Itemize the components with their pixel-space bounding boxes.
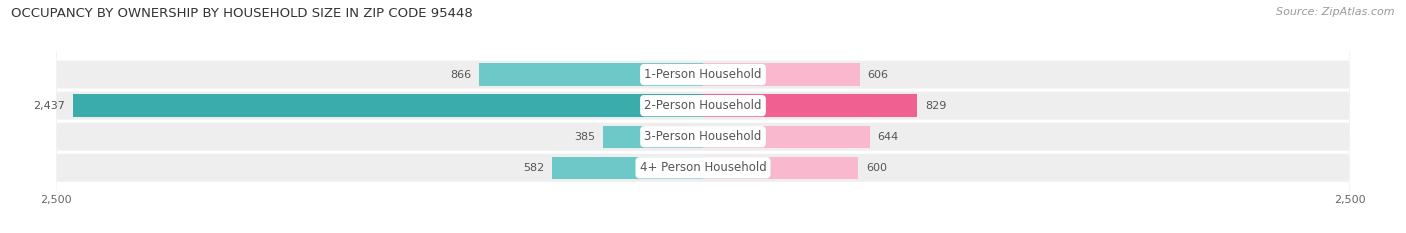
Bar: [553, 157, 703, 179]
Bar: [703, 126, 869, 148]
FancyBboxPatch shape: [56, 42, 1350, 233]
Text: 866: 866: [450, 70, 471, 79]
FancyBboxPatch shape: [56, 11, 1350, 233]
Text: 4+ Person Household: 4+ Person Household: [640, 161, 766, 174]
Text: 606: 606: [868, 70, 889, 79]
Text: 1-Person Household: 1-Person Household: [644, 68, 762, 81]
Text: 3-Person Household: 3-Person Household: [644, 130, 762, 143]
Bar: [479, 63, 703, 86]
Text: 582: 582: [523, 163, 544, 173]
Text: Source: ZipAtlas.com: Source: ZipAtlas.com: [1277, 7, 1395, 17]
Text: 385: 385: [575, 132, 596, 142]
Bar: [703, 94, 918, 117]
Text: 2,437: 2,437: [32, 101, 65, 111]
Text: 644: 644: [877, 132, 898, 142]
Bar: [73, 94, 703, 117]
FancyBboxPatch shape: [56, 0, 1350, 231]
Text: OCCUPANCY BY OWNERSHIP BY HOUSEHOLD SIZE IN ZIP CODE 95448: OCCUPANCY BY OWNERSHIP BY HOUSEHOLD SIZE…: [11, 7, 472, 20]
Bar: [603, 126, 703, 148]
FancyBboxPatch shape: [56, 0, 1350, 200]
Text: 600: 600: [866, 163, 887, 173]
Bar: [703, 63, 860, 86]
Text: 829: 829: [925, 101, 946, 111]
Text: 2-Person Household: 2-Person Household: [644, 99, 762, 112]
Bar: [703, 157, 858, 179]
